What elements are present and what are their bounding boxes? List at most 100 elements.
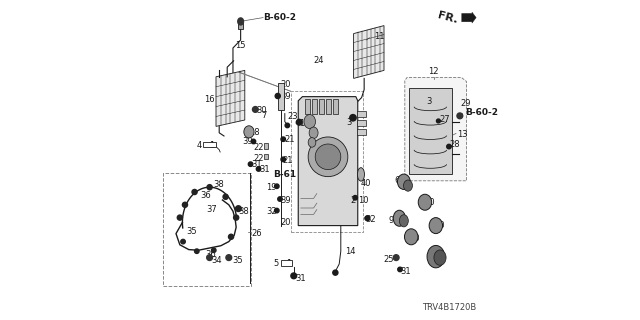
Text: 29: 29 <box>460 99 470 108</box>
Bar <box>305 99 310 114</box>
Text: 32: 32 <box>365 215 376 224</box>
Text: 36: 36 <box>205 250 216 259</box>
Ellipse shape <box>399 215 408 227</box>
Circle shape <box>192 189 197 195</box>
Circle shape <box>281 137 285 141</box>
Text: 2: 2 <box>351 196 356 204</box>
Bar <box>326 99 331 114</box>
Circle shape <box>365 216 370 220</box>
Ellipse shape <box>244 126 254 138</box>
Ellipse shape <box>404 229 418 245</box>
Text: 40: 40 <box>361 179 371 188</box>
Bar <box>409 88 452 174</box>
Text: 22: 22 <box>253 143 264 152</box>
Text: 30: 30 <box>257 106 268 115</box>
Circle shape <box>207 185 212 190</box>
Text: 9: 9 <box>389 216 394 225</box>
Text: FR.: FR. <box>437 10 460 25</box>
Text: 32: 32 <box>266 207 277 216</box>
Text: 1: 1 <box>286 260 291 268</box>
Text: 31: 31 <box>259 165 270 174</box>
Text: 22: 22 <box>253 154 264 163</box>
Text: 31: 31 <box>251 160 262 169</box>
Text: 30: 30 <box>424 198 435 207</box>
Circle shape <box>236 206 241 212</box>
Circle shape <box>365 216 370 220</box>
Circle shape <box>296 119 302 125</box>
Bar <box>357 120 366 126</box>
Text: 30: 30 <box>409 234 420 243</box>
Text: 8: 8 <box>435 255 440 264</box>
Circle shape <box>315 144 341 170</box>
Ellipse shape <box>427 245 445 268</box>
Text: 3: 3 <box>426 97 431 106</box>
Circle shape <box>182 202 188 207</box>
Text: 3: 3 <box>346 118 351 127</box>
Bar <box>264 154 268 159</box>
Circle shape <box>398 267 403 272</box>
Circle shape <box>353 196 357 200</box>
Circle shape <box>393 255 399 260</box>
Polygon shape <box>405 77 467 181</box>
Text: 10: 10 <box>358 196 368 204</box>
Text: 30: 30 <box>435 221 445 230</box>
Bar <box>291 91 362 232</box>
Text: 25: 25 <box>384 255 394 264</box>
Ellipse shape <box>429 218 443 234</box>
Text: 31: 31 <box>295 274 306 283</box>
Ellipse shape <box>404 180 413 191</box>
Text: 38: 38 <box>212 180 223 188</box>
Bar <box>312 99 317 114</box>
Text: 19: 19 <box>266 183 277 192</box>
Text: 27: 27 <box>439 115 450 124</box>
Ellipse shape <box>309 127 318 139</box>
Circle shape <box>251 139 256 144</box>
Ellipse shape <box>393 210 406 226</box>
Polygon shape <box>216 70 245 126</box>
Bar <box>163 173 251 286</box>
Circle shape <box>226 255 232 260</box>
Text: B-60-2: B-60-2 <box>264 13 296 22</box>
Bar <box>278 83 284 110</box>
Circle shape <box>281 157 285 162</box>
Text: 34: 34 <box>211 256 222 265</box>
Text: 39: 39 <box>280 196 291 204</box>
Circle shape <box>457 113 463 119</box>
Text: 13: 13 <box>457 130 468 139</box>
Circle shape <box>195 249 199 253</box>
Circle shape <box>256 167 261 171</box>
Circle shape <box>278 197 282 201</box>
Circle shape <box>275 93 280 99</box>
Text: 1: 1 <box>209 141 214 150</box>
Circle shape <box>291 273 297 279</box>
Circle shape <box>349 115 356 121</box>
Text: 17: 17 <box>300 119 310 128</box>
Circle shape <box>333 270 338 275</box>
Text: 24: 24 <box>313 56 324 65</box>
Text: 39: 39 <box>280 92 291 100</box>
Text: 39: 39 <box>242 137 253 146</box>
Text: 31: 31 <box>401 267 412 276</box>
Circle shape <box>180 239 186 244</box>
Text: 21: 21 <box>285 135 295 144</box>
Ellipse shape <box>308 138 316 147</box>
Text: 23: 23 <box>287 112 298 121</box>
Circle shape <box>275 208 279 213</box>
Circle shape <box>211 248 216 252</box>
Circle shape <box>248 162 253 166</box>
Text: 14: 14 <box>345 247 355 256</box>
Text: TRV4B1720B: TRV4B1720B <box>422 303 476 312</box>
Text: 28: 28 <box>450 140 460 149</box>
Circle shape <box>177 215 182 220</box>
Ellipse shape <box>434 250 446 265</box>
Text: 7: 7 <box>262 111 267 120</box>
Bar <box>281 260 292 266</box>
Text: 20: 20 <box>280 80 291 89</box>
Text: B-61: B-61 <box>274 170 297 179</box>
Circle shape <box>228 234 234 239</box>
Circle shape <box>234 215 239 220</box>
Bar <box>319 99 324 114</box>
Text: 12: 12 <box>428 67 439 76</box>
Bar <box>357 129 366 135</box>
Ellipse shape <box>397 174 410 189</box>
